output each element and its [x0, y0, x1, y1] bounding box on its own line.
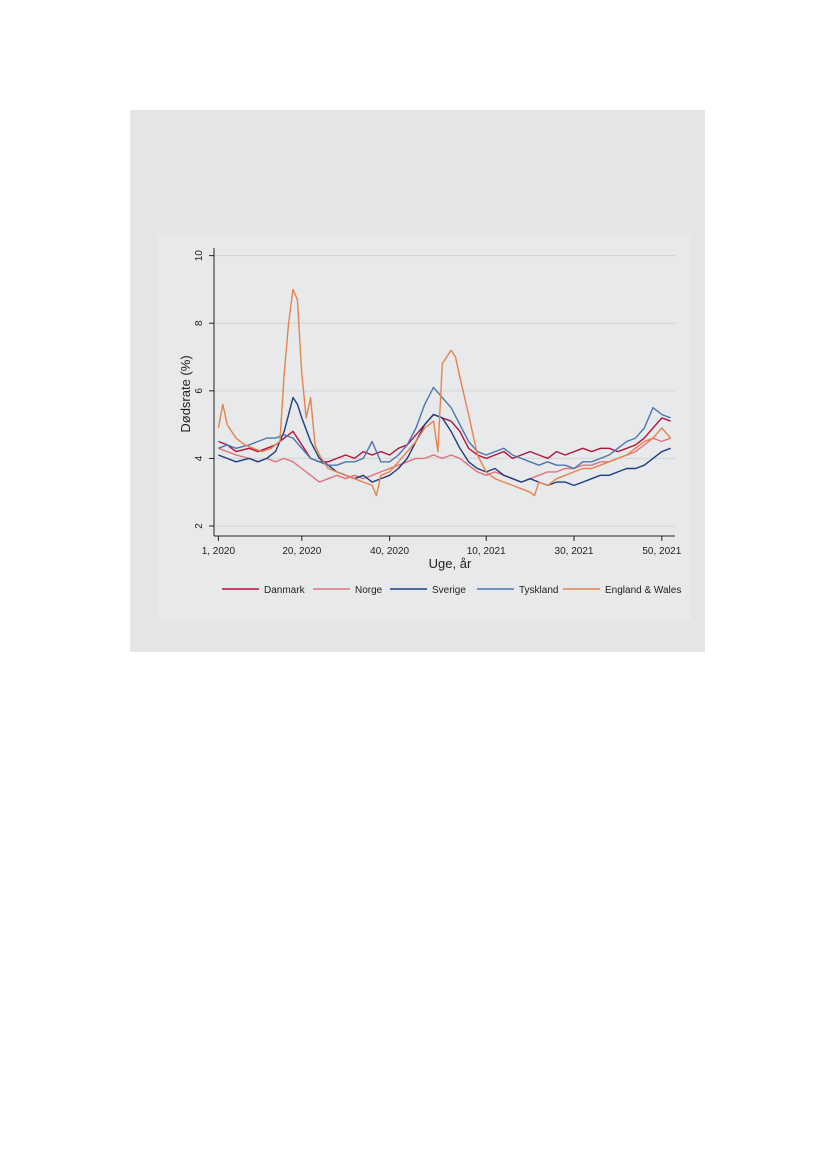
figure-panel: 2 4 6 8 10 1, 2020 20, 2020 40, 2020 10, 2021 30,… — [130, 110, 705, 652]
legend-label-england-wales: England & Wales — [605, 585, 681, 596]
x-tick-label: 40, 2020 — [370, 546, 409, 557]
y-axis-label: Dødsrate (%) — [178, 355, 193, 432]
grid-lines — [214, 255, 675, 527]
x-tick-label: 30, 2021 — [555, 546, 594, 557]
y-tick-label: 6 — [194, 388, 205, 394]
legend: Danmark Norge Sverige Tyskland England & Wal… — [222, 585, 681, 596]
y-tick-label: 10 — [194, 250, 205, 262]
legend-label-danmark: Danmark — [264, 585, 306, 596]
y-tick-label: 4 — [194, 455, 205, 461]
x-tick-label: 1, 2020 — [202, 546, 236, 557]
legend-label-sverige: Sverige — [432, 585, 466, 596]
x-axis-label: Uge, år — [429, 556, 472, 571]
series-line-norge — [218, 437, 671, 483]
series-line-sverige — [218, 396, 671, 487]
series-lines — [217, 288, 672, 497]
x-tick-label: 10, 2021 — [467, 546, 506, 557]
legend-label-norge: Norge — [355, 585, 383, 596]
series-line-england-wales — [217, 288, 672, 497]
series-line-danmark — [218, 413, 671, 463]
y-tick-label: 8 — [194, 320, 205, 326]
legend-label-tyskland: Tyskland — [519, 585, 558, 596]
series-line-tyskland — [218, 386, 671, 470]
y-tick-label: 2 — [194, 523, 205, 529]
axes: 2 4 6 8 10 1, 2020 20, 2020 40, 2020 10, 2021 30,… — [194, 248, 682, 557]
line-chart: 2 4 6 8 10 1, 2020 20, 2020 40, 2020 10, 2021 30,… — [158, 235, 691, 620]
x-tick-label: 20, 2020 — [282, 546, 321, 557]
x-tick-label: 50, 2021 — [642, 546, 681, 557]
